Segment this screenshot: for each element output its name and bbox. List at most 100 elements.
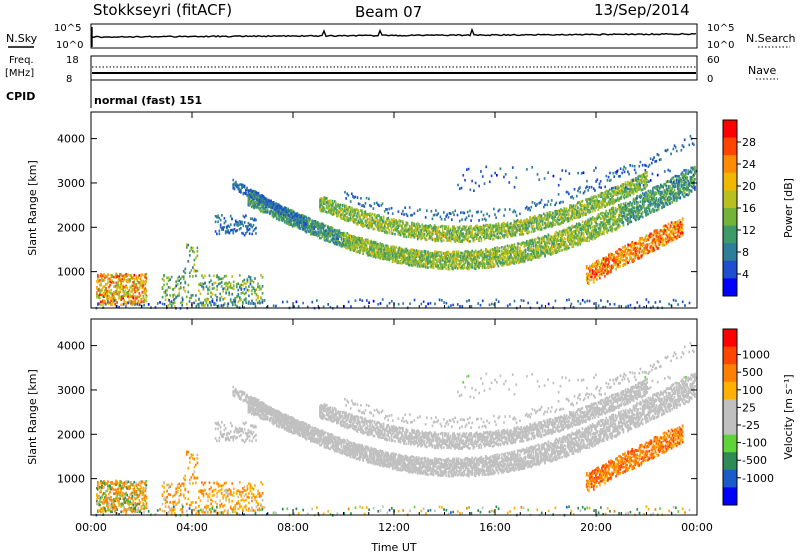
power-cell <box>592 187 595 190</box>
power-cell <box>424 250 427 253</box>
power-cell <box>521 254 524 257</box>
power-cell <box>571 195 574 198</box>
power-cell <box>488 225 491 229</box>
power-cell <box>421 265 424 268</box>
power-cell <box>414 258 417 262</box>
power-cell <box>485 255 487 258</box>
power-cell <box>367 221 370 225</box>
power-cell <box>377 245 379 249</box>
power-cell <box>585 220 587 224</box>
power-cell <box>402 255 404 259</box>
power-cell <box>397 247 400 251</box>
power-cell <box>460 240 462 243</box>
power-cell <box>375 224 378 228</box>
power-cell <box>478 231 480 235</box>
power-cell <box>452 267 454 270</box>
power-cell <box>521 228 524 232</box>
power-cell <box>506 221 509 225</box>
power-cell <box>324 231 327 235</box>
power-cell <box>381 254 384 258</box>
power-cell <box>465 216 468 220</box>
power-cell <box>523 253 526 256</box>
power-cell <box>471 233 474 237</box>
power-cell <box>480 237 483 240</box>
power-cell <box>433 237 436 241</box>
power-cell <box>346 239 349 242</box>
power-cell <box>390 251 393 254</box>
power-cell <box>392 256 395 259</box>
power-cell <box>322 229 325 232</box>
power-cell <box>510 250 512 254</box>
power-cell <box>483 253 486 256</box>
power-cell <box>558 242 561 246</box>
power-cell <box>367 240 370 243</box>
power-cell <box>441 235 444 239</box>
power-cell <box>355 243 358 247</box>
power-cell <box>319 205 321 208</box>
power-cell <box>463 238 466 242</box>
power-cell <box>249 192 252 196</box>
power-cell <box>324 228 327 232</box>
power-cell <box>455 261 458 265</box>
power-cell <box>495 228 497 232</box>
power-cell <box>306 219 309 222</box>
power-cell <box>521 251 524 255</box>
power-cell <box>367 241 370 245</box>
power-cell <box>382 229 385 232</box>
power-cell <box>464 251 467 255</box>
power-cell <box>339 214 342 218</box>
power-cell <box>515 247 518 250</box>
power-cell <box>453 258 455 262</box>
power-cell <box>548 211 551 214</box>
power-cell <box>331 234 334 238</box>
power-cell <box>474 256 477 259</box>
power-cell <box>424 228 427 232</box>
power-cell <box>586 220 588 224</box>
power-cell <box>537 227 539 230</box>
power-cell <box>407 257 410 261</box>
power-cell <box>329 211 332 215</box>
power-cell <box>316 232 319 236</box>
power-cell <box>522 232 525 236</box>
power-cell <box>537 255 539 259</box>
power-cell <box>452 250 454 254</box>
power-cell <box>589 217 592 221</box>
power-cell <box>532 241 535 245</box>
power-cell <box>561 248 563 252</box>
frequency-panel: Freq. [MHz] 18 8 60 0 Nave <box>5 55 778 85</box>
power-cell <box>369 243 371 247</box>
power-cell <box>377 224 379 228</box>
power-cell <box>492 250 495 254</box>
power-cell <box>511 249 513 253</box>
power-cell <box>429 251 432 255</box>
power-cell <box>473 238 476 242</box>
power-cell <box>420 235 422 238</box>
power-cell <box>462 256 465 259</box>
power-cell <box>510 254 512 258</box>
power-cell <box>524 242 527 245</box>
power-cell <box>332 212 335 216</box>
power-cell <box>449 259 452 263</box>
power-cell <box>257 206 260 210</box>
power-cell <box>402 219 404 223</box>
power-cell <box>254 205 257 209</box>
power-cell <box>328 231 330 235</box>
power-cell <box>595 230 597 234</box>
power-cell <box>512 251 514 254</box>
power-cell <box>319 203 321 207</box>
power-cell <box>506 254 509 257</box>
power-cell <box>495 259 497 262</box>
power-cell <box>495 216 497 219</box>
power-cell <box>331 199 334 203</box>
power-cell <box>452 233 454 237</box>
power-cell <box>286 221 288 225</box>
power-cell <box>381 225 384 228</box>
power-cell <box>437 236 440 239</box>
power-cell <box>352 195 354 198</box>
power-cell <box>256 205 259 209</box>
power-cell <box>540 214 543 218</box>
power-cell <box>354 245 357 248</box>
power-cell <box>480 262 483 265</box>
power-cell <box>332 237 335 241</box>
power-cell <box>456 229 459 233</box>
